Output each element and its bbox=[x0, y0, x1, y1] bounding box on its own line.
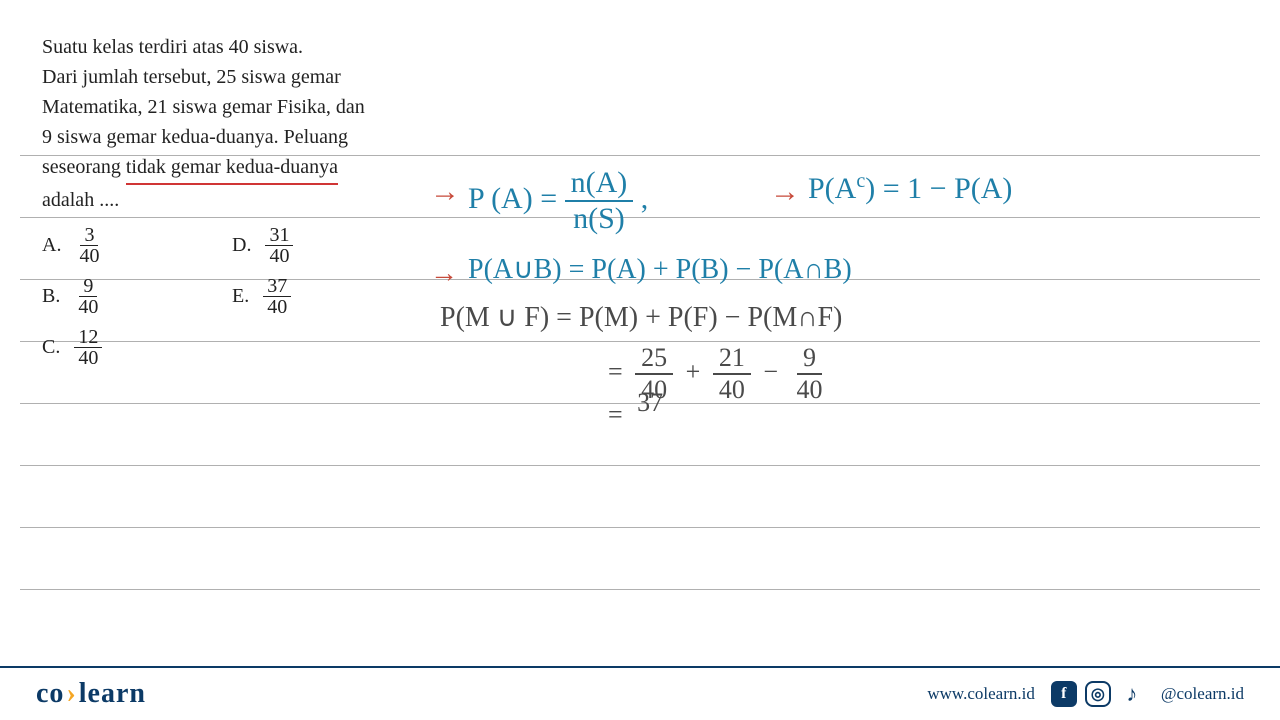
answer-options: A. 340 D. 3140 B. 940 E. 3740 C. 1240 bbox=[42, 225, 422, 378]
option-b: B. 940 bbox=[42, 276, 232, 317]
arrow-icon: → bbox=[430, 258, 458, 290]
footer-url: www.colearn.id bbox=[927, 684, 1034, 704]
instagram-icon: ◎ bbox=[1085, 681, 1111, 707]
formula-union: P(A∪B) = P(A) + P(B) − P(A∩B) bbox=[468, 252, 852, 286]
formula-pac: P(Ac) = 1 − P(A) bbox=[808, 170, 1012, 206]
formula-pa: P (A) = n(A)n(S) , bbox=[468, 168, 648, 234]
option-d: D. 3140 bbox=[232, 225, 422, 266]
colearn-logo: co›learn bbox=[36, 678, 146, 710]
footer-handle: @colearn.id bbox=[1161, 684, 1244, 704]
question-line: Suatu kelas terdiri atas 40 siswa. bbox=[42, 32, 422, 62]
option-e: E. 3740 bbox=[232, 276, 422, 317]
option-a: A. 340 bbox=[42, 225, 232, 266]
tiktok-icon: ♪ bbox=[1119, 681, 1145, 707]
footer-right: www.colearn.id f ◎ ♪ @colearn.id bbox=[927, 681, 1244, 707]
formula-muf: P(M ∪ F) = P(M) + P(F) − P(M∩F) bbox=[440, 300, 842, 334]
facebook-icon: f bbox=[1051, 681, 1077, 707]
social-icons: f ◎ ♪ bbox=[1051, 681, 1145, 707]
calc-result: = 37 bbox=[608, 400, 663, 430]
question-line: 9 siswa gemar kedua-duanya. Peluang bbox=[42, 122, 422, 152]
underlined-phrase: tidak gemar kedua-duanya bbox=[126, 152, 338, 185]
arrow-icon: → bbox=[430, 175, 460, 209]
question-line: seseorang tidak gemar kedua-duanya bbox=[42, 152, 422, 185]
footer-bar: co›learn www.colearn.id f ◎ ♪ @colearn.i… bbox=[0, 666, 1280, 720]
question-line: adalah .... bbox=[42, 185, 422, 215]
question-text: Suatu kelas terdiri atas 40 siswa. Dari … bbox=[42, 32, 422, 215]
arrow-icon: → bbox=[770, 175, 800, 209]
option-c: C. 1240 bbox=[42, 327, 232, 368]
question-line: Dari jumlah tersebut, 25 siswa gemar bbox=[42, 62, 422, 92]
question-line: Matematika, 21 siswa gemar Fisika, dan bbox=[42, 92, 422, 122]
